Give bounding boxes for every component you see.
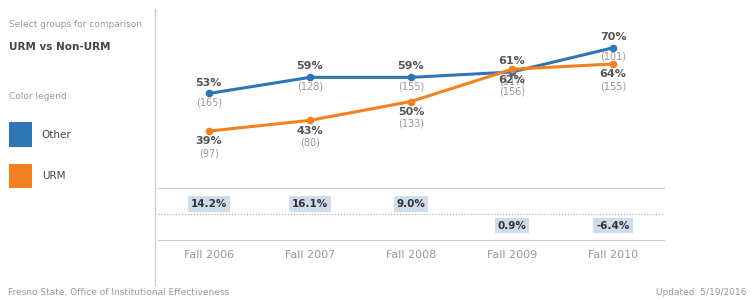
Text: (165): (165) <box>196 98 222 107</box>
Text: 59%: 59% <box>397 61 425 71</box>
FancyBboxPatch shape <box>9 122 32 147</box>
Text: 0.9%: 0.9% <box>498 220 526 231</box>
Text: -6.4%: -6.4% <box>596 220 630 231</box>
Text: Select groups for comparison: Select groups for comparison <box>9 20 143 29</box>
Text: (133): (133) <box>398 119 424 129</box>
Text: 39%: 39% <box>195 136 222 146</box>
Text: URM: URM <box>41 171 66 181</box>
Text: (128): (128) <box>297 81 323 92</box>
Text: 59%: 59% <box>296 61 323 71</box>
FancyBboxPatch shape <box>9 164 32 188</box>
Text: Color legend: Color legend <box>9 92 67 101</box>
Text: (101): (101) <box>600 52 626 62</box>
Text: (97): (97) <box>199 148 219 158</box>
Text: Updated: 5/19/2016: Updated: 5/19/2016 <box>656 288 746 297</box>
Text: 16.1%: 16.1% <box>292 199 328 209</box>
Text: Other: Other <box>41 130 72 140</box>
Text: URM vs Non-URM: URM vs Non-URM <box>9 42 111 52</box>
Text: (117): (117) <box>499 76 525 86</box>
Text: (155): (155) <box>600 81 626 92</box>
Text: 50%: 50% <box>398 107 424 117</box>
Text: 62%: 62% <box>498 75 526 85</box>
Text: 9.0%: 9.0% <box>397 199 425 209</box>
Text: 61%: 61% <box>498 56 526 66</box>
Text: 53%: 53% <box>196 78 222 88</box>
Text: 14.2%: 14.2% <box>191 199 227 209</box>
Text: 64%: 64% <box>599 69 627 79</box>
Text: (155): (155) <box>398 81 424 92</box>
Text: Fresno State, Office of Institutional Effectiveness: Fresno State, Office of Institutional Ef… <box>8 288 228 297</box>
Text: 43%: 43% <box>296 126 323 136</box>
Text: 70%: 70% <box>599 32 627 42</box>
Text: (156): (156) <box>499 87 525 97</box>
Text: (80): (80) <box>300 138 320 148</box>
